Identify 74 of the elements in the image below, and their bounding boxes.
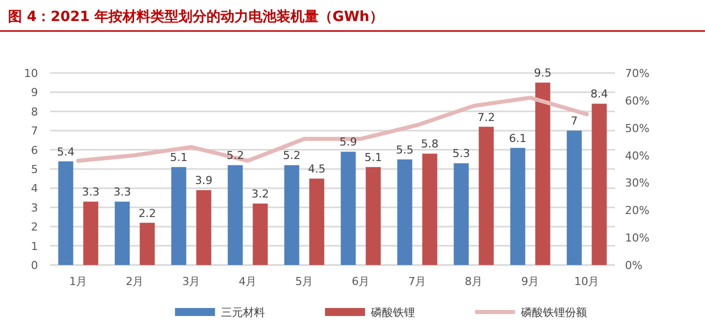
data-label: 3.3: [114, 186, 131, 199]
y-tick-label: 2: [31, 220, 38, 234]
bar: [510, 148, 526, 265]
y-tick-label: 3: [31, 201, 38, 214]
data-label: 6.1: [509, 132, 526, 145]
x-tick-label: 3月: [182, 275, 200, 288]
legend-label: 三元材料: [221, 306, 265, 319]
y2-tick-label: 60%: [625, 94, 650, 108]
data-label: 8.4: [590, 88, 608, 101]
bar: [140, 222, 155, 265]
bar: [478, 126, 494, 265]
data-label: 5.1: [364, 151, 382, 164]
bar: [422, 154, 438, 265]
bar: [196, 190, 212, 265]
data-label: 5.3: [452, 147, 470, 160]
y-tick-label: 7: [31, 124, 38, 138]
bar: [454, 163, 469, 265]
x-tick-label: 7月: [408, 275, 426, 288]
bar: [284, 165, 300, 265]
x-tick-label: 5月: [295, 275, 314, 288]
data-label: 2.2: [138, 206, 156, 220]
x-tick-label: 4月: [238, 275, 257, 288]
bar: [397, 159, 412, 265]
data-label: 5.2: [283, 149, 300, 162]
data-label: 7.2: [478, 110, 495, 124]
bar: [114, 202, 130, 265]
bar: [171, 167, 186, 265]
data-label: 3.9: [195, 174, 212, 188]
bar: [83, 202, 98, 265]
x-tick-label: 2月: [126, 275, 144, 288]
bar: [566, 130, 582, 265]
bar: [535, 82, 550, 265]
y2-tick-label: 40%: [625, 149, 650, 162]
chart-title: 图 4：2021 年按材料类型划分的动力电池装机量（GWh）: [8, 9, 384, 25]
y-tick-label: 9: [31, 86, 38, 100]
line-series: [76, 96, 589, 163]
legend-label: 磷酸铁锂: [370, 306, 415, 319]
bar: [340, 152, 356, 265]
data-label: 4.5: [308, 162, 326, 176]
y2-tick-label: 30%: [625, 176, 650, 190]
bar: [366, 167, 381, 265]
bar: [252, 204, 268, 265]
y-tick-label: 0: [31, 259, 38, 272]
data-label: 5.1: [170, 151, 188, 164]
y2-tick-label: 0%: [625, 259, 642, 272]
y-tick-label: 4: [31, 182, 38, 196]
data-label: 3.2: [252, 188, 269, 201]
bar: [309, 178, 324, 265]
bar: [228, 165, 243, 265]
data-label: 5.5: [396, 143, 414, 156]
x-tick-label: 9月: [521, 275, 540, 288]
bar: [58, 161, 74, 265]
data-label: 7: [570, 114, 578, 128]
legend-label: 磷酸铁锂份额: [520, 306, 587, 319]
data-label: 9.5: [534, 66, 552, 80]
x-tick-label: 6月: [352, 275, 370, 288]
y2-tick-label: 10%: [625, 232, 650, 245]
data-label: 3.3: [82, 186, 100, 199]
x-tick-label: 1月: [69, 275, 88, 288]
x-tick-label: 8月: [464, 275, 483, 288]
data-label: 5.2: [226, 149, 244, 162]
y-tick-label: 8: [31, 105, 38, 118]
bar: [592, 104, 607, 265]
y-tick-label: 10: [24, 67, 38, 80]
data-label: 5.8: [421, 138, 438, 151]
y-tick-label: 6: [31, 144, 38, 157]
data-label: 5.4: [57, 145, 74, 158]
y2-tick-label: 50%: [625, 122, 650, 135]
data-label: 5.9: [340, 136, 357, 149]
y-tick-label: 1: [31, 240, 38, 253]
y-tick-label: 5: [31, 163, 38, 176]
y2-tick-label: 20%: [625, 204, 650, 218]
y2-tick-label: 70%: [625, 67, 650, 80]
x-tick-label: 10月: [574, 275, 600, 288]
